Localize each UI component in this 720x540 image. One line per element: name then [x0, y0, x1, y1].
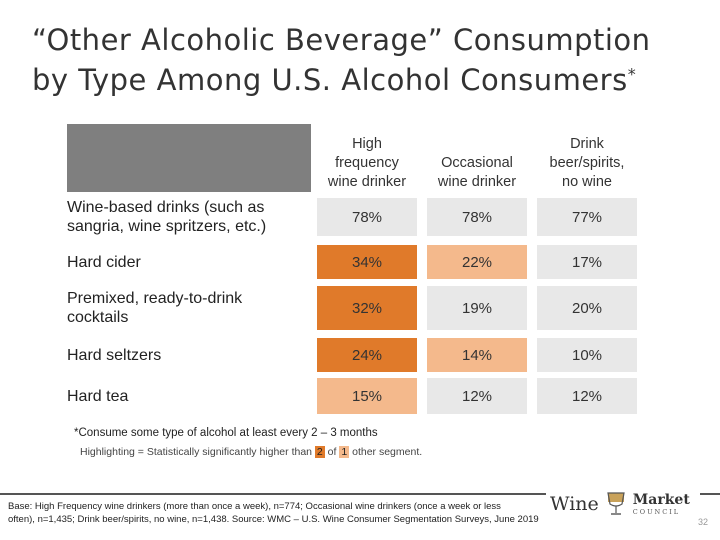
header-high-frequency: High frequency wine drinker [317, 124, 417, 194]
row-label: Premixed, ready-to-drink cocktails [67, 284, 307, 332]
legend-text: Highlighting = Statistically significant… [80, 446, 315, 458]
title-asterisk: * [627, 64, 637, 84]
table-cell: 12% [537, 378, 637, 414]
table-row: Hard tea 15% 12% 12% [67, 376, 637, 416]
base-line: often), n=1,435; Drink beer/spirits, no … [8, 514, 539, 525]
row-label-line: Wine-based drinks (such as [67, 199, 265, 216]
table-cell: 32% [317, 286, 417, 330]
footer-divider [0, 493, 720, 495]
header-line: frequency [335, 155, 399, 171]
row-label-line: sangria, wine spritzers, etc.) [67, 218, 267, 235]
header-blank-cell [67, 124, 311, 192]
logo-market-council: Market COUNCIL [633, 493, 690, 516]
row-label: Hard cider [67, 253, 141, 271]
row-label-line: cocktails [67, 309, 129, 326]
table-row: Wine-based drinks (such as sangria, wine … [67, 196, 637, 238]
table-cell: 20% [537, 286, 637, 330]
header-line: beer/spirits, [549, 155, 625, 171]
table-header: High frequency wine drinker Occasional wine… [67, 124, 624, 194]
logo-market-text: Market [632, 491, 690, 508]
table-cell: 77% [537, 198, 637, 236]
legend-light-swatch: 1 [339, 446, 350, 458]
row-label: Wine-based drinks (such as sangria, wine … [67, 196, 307, 238]
table-row: Hard cider 34% 22% 17% [67, 243, 637, 281]
table-cell: 15% [317, 378, 417, 414]
base-source-note: Base: High Frequency wine drinkers (more… [8, 500, 648, 526]
legend-text: of [324, 446, 340, 458]
header-line: Occasional [441, 155, 513, 171]
table-row: Premixed, ready-to-drink cocktails 32% 19… [67, 284, 637, 332]
table-cell: 10% [537, 338, 637, 372]
table-cell: 22% [427, 245, 527, 279]
table-row: Hard seltzers 24% 14% 10% [67, 336, 637, 374]
header-line: Drink [570, 136, 604, 152]
title-line-2-text: by Type Among U.S. Alcohol Consumers [32, 63, 628, 97]
base-line: Base: High Frequency wine drinkers (more… [8, 501, 501, 512]
header-line: wine drinker [327, 174, 407, 190]
table-cell: 34% [317, 245, 417, 279]
table-cell: 17% [537, 245, 637, 279]
legend-text: other segment. [349, 446, 423, 458]
header-line: High [352, 136, 382, 152]
title-line-1: “Other Alcoholic Beverage” Consumption [32, 23, 651, 57]
legend-dark-swatch: 2 [314, 446, 325, 458]
logo-wine-text: Wine [550, 493, 599, 515]
highlight-legend: Highlighting = Statistically significant… [80, 446, 422, 458]
table-cell: 12% [427, 378, 527, 414]
header-line: wine drinker [437, 174, 517, 190]
header-line: no wine [562, 174, 612, 190]
table-cell: 24% [317, 338, 417, 372]
row-label: Hard seltzers [67, 346, 162, 364]
row-label: Hard tea [67, 387, 129, 405]
row-label-line: Premixed, ready-to-drink [67, 290, 243, 307]
wine-market-council-logo: Wine Market COUNCIL [546, 488, 700, 520]
table-cell: 14% [427, 338, 527, 372]
table-cell: 78% [427, 198, 527, 236]
header-occasional: Occasional wine drinker [427, 124, 527, 194]
logo-council-text: COUNCIL [632, 507, 681, 516]
wine-glass-icon [607, 492, 625, 515]
table-cell: 78% [317, 198, 417, 236]
title-line-2: by Type Among U.S. Alcohol Consumers* [32, 60, 702, 100]
page-title: “Other Alcoholic Beverage” Consumption b… [32, 20, 702, 100]
page-number: 32 [697, 517, 708, 527]
footnote: *Consume some type of alcohol at least e… [74, 427, 378, 439]
table-cell: 19% [427, 286, 527, 330]
header-beer-spirits: Drink beer/spirits, no wine [537, 124, 637, 194]
